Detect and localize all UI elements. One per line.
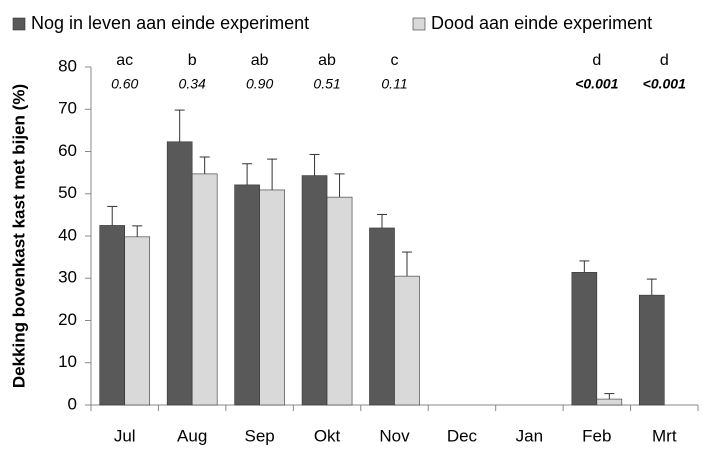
p-value: 0.90 — [246, 76, 273, 92]
y-tick-label: 50 — [58, 183, 77, 202]
x-tick-label: Jul — [114, 426, 136, 445]
y-tick-label: 60 — [58, 141, 77, 160]
x-tick-label: Aug — [177, 426, 207, 445]
bar — [596, 398, 623, 406]
y-tick-label: 70 — [58, 99, 77, 118]
bar — [326, 196, 353, 406]
p-value: 0.11 — [381, 76, 407, 92]
x-tick-label: Nov — [379, 426, 410, 445]
y-tick-label: 0 — [68, 394, 77, 413]
significance-letter: d — [592, 52, 601, 69]
legend-label: Dood aan einde experiment — [431, 13, 652, 33]
y-tick-label: 20 — [58, 310, 77, 329]
significance-letter: ac — [116, 52, 133, 69]
significance-letter: c — [391, 52, 399, 69]
x-tick-label: Sep — [244, 426, 274, 445]
p-value: <0.001 — [643, 76, 686, 92]
p-value: 0.51 — [313, 76, 340, 92]
significance-letter: ab — [318, 52, 336, 69]
y-tick-label: 80 — [58, 56, 77, 75]
x-tick-label: Okt — [314, 426, 341, 445]
p-value: 0.60 — [111, 76, 138, 92]
y-tick-label: 10 — [58, 352, 77, 371]
x-tick-label: Feb — [582, 426, 611, 445]
x-tick-label: Dec — [447, 426, 478, 445]
bar — [301, 175, 328, 406]
bar — [124, 236, 151, 406]
bar — [259, 189, 285, 406]
p-value: <0.001 — [575, 76, 618, 92]
bar — [394, 275, 420, 406]
legend-swatch — [12, 17, 26, 31]
bar — [234, 184, 260, 406]
significance-letter: d — [660, 52, 669, 69]
bar — [571, 272, 598, 406]
bar — [369, 227, 395, 406]
legend-label: Nog in leven aan einde experiment — [31, 13, 309, 33]
x-tick-label: Mrt — [652, 426, 677, 445]
bar — [191, 173, 218, 406]
x-tick-label: Jan — [516, 426, 543, 445]
significance-letter: ab — [251, 52, 269, 69]
bar — [99, 225, 126, 406]
bar — [166, 141, 193, 406]
y-tick-label: 30 — [58, 268, 77, 287]
significance-letter: b — [188, 52, 197, 69]
bar — [638, 294, 665, 406]
y-tick-label: 40 — [58, 225, 77, 244]
legend-swatch — [412, 17, 426, 31]
p-value: 0.34 — [179, 76, 206, 92]
y-axis-label: Dekking bovenkast kast met bijen (%) — [9, 84, 28, 388]
